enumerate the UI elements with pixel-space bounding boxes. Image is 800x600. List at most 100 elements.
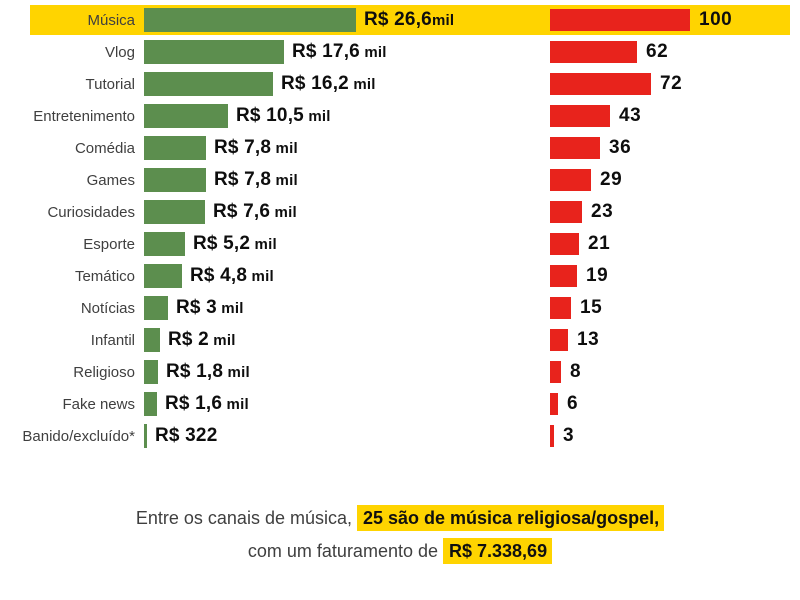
category-label: Comédia <box>74 139 135 157</box>
revenue-bar <box>144 40 284 64</box>
category-label: Curiosidades <box>47 203 135 221</box>
revenue-bar <box>144 328 160 352</box>
revenue-value-unit: mil <box>250 236 277 253</box>
chart-row: Infantil R$ 2 mil 13 <box>0 324 800 356</box>
chart-row: Esporte R$ 5,2 mil 21 <box>0 228 800 260</box>
footnote-highlight-2: R$ 7.338,69 <box>443 538 553 564</box>
count-bar-zone: 72 <box>550 73 800 95</box>
count-bar-zone: 6 <box>550 393 800 415</box>
count-bar <box>550 9 690 31</box>
count-bar <box>550 201 582 223</box>
revenue-value-label: R$ 4,8 mil <box>190 265 274 287</box>
revenue-value-main: R$ 322 <box>155 425 218 446</box>
revenue-value-label: R$ 16,2 mil <box>281 73 376 95</box>
revenue-value-label: R$ 26,6mil <box>364 9 454 31</box>
revenue-bar <box>144 136 206 160</box>
revenue-value-main: R$ 16,2 <box>281 73 349 94</box>
revenue-bar-zone: R$ 4,8 mil <box>144 264 550 288</box>
count-bar-zone: 8 <box>550 361 800 383</box>
revenue-value-label: R$ 7,8 mil <box>214 137 298 159</box>
category-label: Temático <box>74 267 135 285</box>
count-value-label: 8 <box>570 361 582 382</box>
revenue-value-main: R$ 17,6 <box>292 41 360 62</box>
count-value-label: 62 <box>646 41 669 62</box>
revenue-value-label: R$ 17,6 mil <box>292 41 387 63</box>
revenue-bar-zone: R$ 26,6mil <box>144 8 550 32</box>
count-bar-zone: 62 <box>550 41 800 63</box>
revenue-value-label: R$ 3 mil <box>176 297 244 319</box>
revenue-value-label: R$ 10,5 mil <box>236 105 331 127</box>
revenue-value-main: R$ 2 <box>168 329 209 350</box>
revenue-value-main: R$ 10,5 <box>236 105 304 126</box>
count-bar-zone: 36 <box>550 137 800 159</box>
revenue-bar <box>144 264 182 288</box>
revenue-value-main: R$ 1,8 <box>166 361 224 382</box>
count-bar-zone: 19 <box>550 265 800 287</box>
revenue-value-main: R$ 4,8 <box>190 265 248 286</box>
revenue-value-main: R$ 7,8 <box>214 169 272 190</box>
footnote-text-1: Entre os canais de música, <box>135 508 357 528</box>
revenue-value-label: R$ 7,6 mil <box>213 201 297 223</box>
count-bar <box>550 105 610 127</box>
revenue-value-unit: mil <box>359 44 387 61</box>
category-label: Religioso <box>73 363 135 381</box>
revenue-value-unit: mil <box>247 268 274 285</box>
revenue-bar-zone: R$ 7,8 mil <box>144 168 550 192</box>
count-value-label: 36 <box>609 137 632 158</box>
revenue-value-unit: mil <box>348 76 376 93</box>
count-bar <box>550 361 561 383</box>
revenue-value-unit: mil <box>271 172 298 189</box>
count-value-label: 19 <box>586 265 609 286</box>
revenue-value-unit: mil <box>431 12 455 29</box>
count-value-label: 21 <box>588 233 611 254</box>
revenue-value-label: R$ 1,8 mil <box>166 361 250 383</box>
chart-row: Entretenimento R$ 10,5 mil 43 <box>0 100 800 132</box>
category-label: Fake news <box>62 395 135 413</box>
revenue-bar <box>144 168 206 192</box>
revenue-value-unit: mil <box>271 140 298 157</box>
count-value-label: 100 <box>699 9 733 30</box>
footnote: Entre os canais de música, 25 são de mús… <box>0 505 800 571</box>
revenue-value-main: R$ 5,2 <box>193 233 251 254</box>
count-bar-zone: 43 <box>550 105 800 127</box>
category-label: Esporte <box>83 235 135 253</box>
category-label: Banido/excluído* <box>22 427 135 445</box>
category-label: Música <box>87 11 135 29</box>
revenue-bar <box>144 360 158 384</box>
revenue-value-label: R$ 322 <box>155 425 217 447</box>
count-bar <box>550 297 571 319</box>
revenue-value-main: R$ 3 <box>176 297 217 318</box>
category-label: Tutorial <box>85 75 135 93</box>
count-value-label: 29 <box>600 169 623 190</box>
chart-row: Notícias R$ 3 mil 15 <box>0 292 800 324</box>
revenue-bar <box>144 392 157 416</box>
count-bar <box>550 73 651 95</box>
count-bar-zone: 13 <box>550 329 800 351</box>
chart-row: Games R$ 7,8 mil 29 <box>0 164 800 196</box>
count-value-label: 15 <box>580 297 603 318</box>
count-bar <box>550 41 637 63</box>
count-bar-zone: 23 <box>550 201 800 223</box>
revenue-bar-zone: R$ 2 mil <box>144 328 550 352</box>
dual-bar-chart: Música R$ 26,6mil 100 Vlog R$ 17,6 mil 6… <box>0 4 800 452</box>
count-value-label: 3 <box>563 425 575 446</box>
revenue-value-label: R$ 7,8 mil <box>214 169 298 191</box>
count-bar-zone: 15 <box>550 297 800 319</box>
revenue-bar-zone: R$ 16,2 mil <box>144 72 550 96</box>
count-bar <box>550 137 600 159</box>
count-bar-zone: 100 <box>550 9 800 31</box>
revenue-value-unit: mil <box>303 108 331 125</box>
footnote-text-2: com um faturamento de <box>247 541 443 561</box>
revenue-value-main: R$ 1,6 <box>165 393 223 414</box>
count-value-label: 43 <box>619 105 642 126</box>
count-bar <box>550 169 591 191</box>
footnote-line-2: com um faturamento de R$ 7.338,69 <box>0 538 800 564</box>
revenue-value-unit: mil <box>223 364 250 381</box>
chart-row: Tutorial R$ 16,2 mil 72 <box>0 68 800 100</box>
count-value-label: 23 <box>591 201 614 222</box>
revenue-bar <box>144 232 185 256</box>
count-bar-zone: 3 <box>550 425 800 447</box>
chart-row: Temático R$ 4,8 mil 19 <box>0 260 800 292</box>
count-value-label: 72 <box>660 73 683 94</box>
